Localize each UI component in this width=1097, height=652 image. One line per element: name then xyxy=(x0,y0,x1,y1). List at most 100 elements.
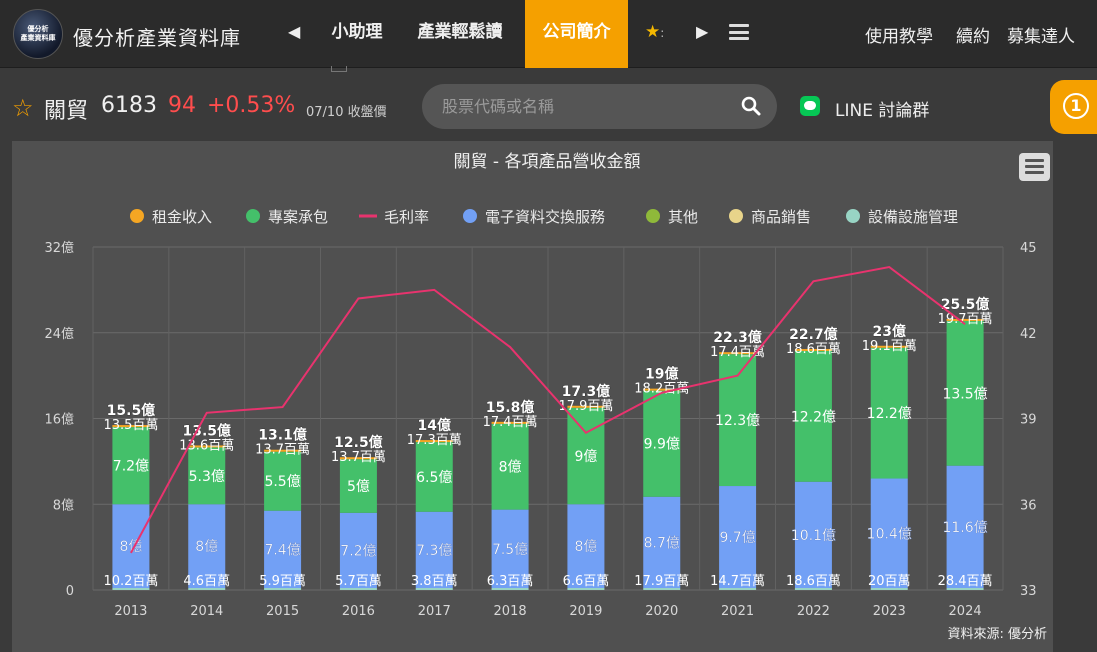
bar-segment-project xyxy=(491,423,529,510)
tutorial-link[interactable]: 使用教學 xyxy=(865,27,933,47)
x-tick-label: 2016 xyxy=(342,604,375,619)
bar-label-rent: 18.6百萬 xyxy=(786,342,841,357)
bar-segment-equipment xyxy=(112,588,150,590)
bar-label-edi: 8億 xyxy=(574,539,597,555)
site-logo[interactable]: 優分析 產業資料庫 xyxy=(13,9,63,59)
bar-label-project: 9.9億 xyxy=(644,437,680,453)
bar-segment-edi xyxy=(643,496,681,588)
bar-total-label: 15.8億 xyxy=(486,399,535,416)
line-group-link[interactable]: LINE 討論群 xyxy=(835,101,930,121)
bar-total-label: 25.5億 xyxy=(941,296,990,313)
x-tick-label: 2017 xyxy=(418,604,451,619)
bar-label-edi: 10.4億 xyxy=(867,526,912,542)
bar-total-label: 23億 xyxy=(873,323,906,340)
bar-label-edi: 7.4億 xyxy=(264,542,300,558)
bar-segment-project xyxy=(112,427,150,505)
bar-total-label: 17.3億 xyxy=(562,383,611,400)
favorite-star-icon[interactable]: ☆ xyxy=(12,94,34,122)
bar-label-rent: 17.3百萬 xyxy=(407,433,462,448)
bar-label-equipment: 28.4百萬 xyxy=(938,574,993,589)
bar-segment-equipment xyxy=(264,588,302,590)
legend-dot-marker xyxy=(729,209,743,223)
bar-label-project: 12.2億 xyxy=(791,409,836,425)
nav-item-assistant[interactable]: 小助理 xyxy=(331,22,383,42)
bar-label-project: 9億 xyxy=(574,449,597,465)
search-icon[interactable] xyxy=(741,96,761,116)
x-tick-label: 2024 xyxy=(949,604,982,619)
bar-label-rent: 13.5百萬 xyxy=(103,418,158,433)
bar-label-rent: 19.7百萬 xyxy=(938,312,993,327)
legend-label: 其他 xyxy=(668,208,698,226)
x-tick-label: 2023 xyxy=(873,604,906,619)
nav-item-industry-reading[interactable]: 產業輕鬆讀 xyxy=(417,22,503,42)
legend-label: 毛利率 xyxy=(384,208,429,226)
nav-scroll-left-icon[interactable]: ◀ xyxy=(288,22,301,41)
bar-label-equipment: 6.6百萬 xyxy=(563,574,610,589)
bar-segment-project xyxy=(643,390,681,497)
x-tick-label: 2022 xyxy=(797,604,830,619)
notification-tab[interactable]: 1 xyxy=(1050,80,1097,134)
bar-segment-rent xyxy=(719,352,757,355)
y-right-tick-label: 39 xyxy=(1020,413,1037,428)
bar-label-project: 7.2億 xyxy=(113,459,149,475)
recruit-link[interactable]: 募集達人 xyxy=(1007,27,1075,47)
bar-label-edi: 9.7億 xyxy=(719,530,755,546)
bar-label-rent: 13.6百萬 xyxy=(179,438,234,453)
bar-segment-edi xyxy=(339,512,377,588)
bar-label-rent: 19.1百萬 xyxy=(862,339,917,354)
chart-menu-icon[interactable] xyxy=(1019,153,1050,181)
line-app-icon[interactable] xyxy=(800,96,820,116)
bar-label-equipment: 20百萬 xyxy=(868,574,911,589)
menu-icon[interactable] xyxy=(729,24,749,40)
legend-dot-marker xyxy=(130,209,144,223)
bar-label-edi: 7.2億 xyxy=(340,543,376,559)
bar-total-label: 12.5億 xyxy=(334,434,383,451)
bar-label-project: 5億 xyxy=(347,479,370,495)
nav-favorite-star-icon[interactable]: ★: xyxy=(645,22,665,42)
y-left-tick-label: 16億 xyxy=(44,412,74,428)
bar-label-rent: 13.7百萬 xyxy=(331,450,386,465)
bar-segment-equipment xyxy=(870,588,908,590)
bar-total-label: 22.3億 xyxy=(713,329,762,346)
search-box xyxy=(422,84,777,129)
bar-segment-equipment xyxy=(643,588,681,590)
legend-label: 設備設施管理 xyxy=(868,208,958,226)
bar-segment-edi xyxy=(946,465,984,588)
bar-label-equipment: 5.9百萬 xyxy=(259,574,306,589)
bar-segment-edi xyxy=(264,510,302,588)
bar-total-label: 15.5億 xyxy=(107,402,156,419)
site-title[interactable]: 優分析產業資料庫 xyxy=(73,26,241,50)
bar-segment-project xyxy=(946,320,984,466)
bar-segment-equipment xyxy=(188,588,226,590)
bar-segment-rent xyxy=(567,405,605,408)
nav-scroll-right-icon[interactable]: ▶ xyxy=(696,22,709,41)
renew-link[interactable]: 續約 xyxy=(956,27,990,47)
bar-label-project: 6.5億 xyxy=(416,470,452,486)
notification-count: 1 xyxy=(1063,93,1089,119)
chart-source-label: 資料來源: 優分析 xyxy=(947,627,1047,642)
bar-segment-project xyxy=(415,442,453,512)
bar-label-project: 8億 xyxy=(499,460,522,476)
scroll-indicator xyxy=(331,66,347,72)
bar-label-rent: 13.7百萬 xyxy=(255,443,310,458)
bar-label-project: 5.5億 xyxy=(264,474,300,490)
bar-label-edi: 7.3億 xyxy=(416,543,452,559)
bar-segment-edi xyxy=(112,504,150,588)
legend-dot-marker xyxy=(463,209,477,223)
logo-line-2: 產業資料庫 xyxy=(20,34,56,42)
bar-label-edi: 8億 xyxy=(195,539,218,555)
gross-margin-line xyxy=(130,265,966,554)
stock-price: 94 xyxy=(168,93,196,118)
y-right-tick-label: 33 xyxy=(1020,584,1037,599)
search-input[interactable] xyxy=(442,95,732,117)
y-left-tick-label: 24億 xyxy=(44,326,74,342)
bar-label-equipment: 4.6百萬 xyxy=(183,574,230,589)
bar-segment-rent xyxy=(794,348,832,351)
nav-item-company-profile[interactable]: 公司簡介 xyxy=(525,0,628,68)
bar-label-rent: 17.9百萬 xyxy=(558,399,613,414)
bar-label-equipment: 6.3百萬 xyxy=(487,574,534,589)
legend-dot-marker xyxy=(246,209,260,223)
y-left-tick-label: 32億 xyxy=(44,240,74,256)
bar-segment-project xyxy=(339,459,377,513)
